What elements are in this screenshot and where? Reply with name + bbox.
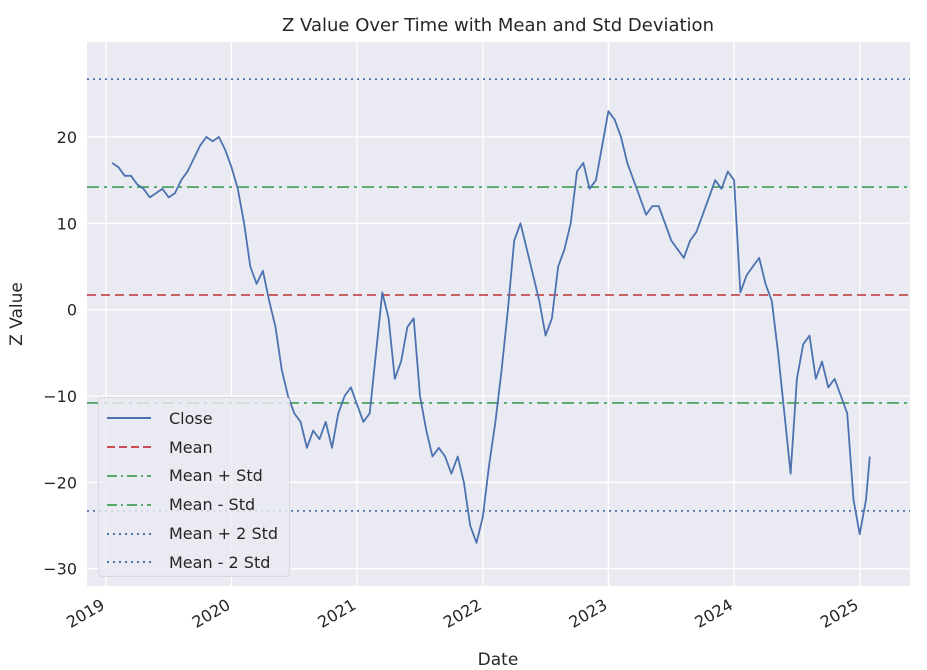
series-line-close: [111, 110, 871, 544]
legend-swatch-mean-plus-2-std: [107, 532, 151, 535]
x-tick-label: 2022: [440, 595, 485, 632]
legend-item-mean-plus-std: Mean + Std: [107, 462, 289, 491]
y-tick-label: 0: [67, 301, 77, 320]
legend-swatch-close: [107, 417, 151, 420]
legend-item-mean-minus-2-std: Mean - 2 Std: [107, 548, 289, 577]
legend-label-mean-minus-2-std: Mean - 2 Std: [169, 552, 271, 572]
legend-label-mean-plus-2-std: Mean + 2 Std: [169, 524, 279, 544]
y-tick-label: −30: [43, 560, 77, 579]
x-tick-label: 2025: [817, 595, 862, 632]
x-tick-label: 2021: [314, 595, 359, 632]
legend-label-close: Close: [169, 408, 213, 428]
legend-swatch-mean-minus-2-std: [107, 561, 151, 564]
y-tick-label: −20: [43, 473, 77, 492]
legend-item-mean: Mean: [107, 433, 289, 462]
chart-title: Z Value Over Time with Mean and Std Devi…: [282, 15, 714, 36]
x-tick-label: 2020: [189, 595, 234, 632]
y-tick-label: 10: [57, 214, 77, 233]
y-tick-label: 20: [57, 128, 77, 147]
legend-item-mean-plus-2-std: Mean + 2 Std: [107, 519, 289, 548]
y-tick-label: −10: [43, 387, 77, 406]
legend-label-mean-minus-std: Mean - Std: [169, 495, 256, 515]
y-axis-label: Z Value: [7, 282, 27, 346]
legend-swatch-mean: [107, 446, 151, 449]
legend-label-mean-plus-std: Mean + Std: [169, 466, 263, 486]
x-axis-label: Date: [478, 650, 519, 670]
legend-item-mean-minus-std: Mean - Std: [107, 490, 289, 519]
legend-label-mean: Mean: [169, 437, 213, 457]
legend-swatch-mean-plus-std: [107, 474, 151, 477]
x-tick-label: 2019: [63, 595, 108, 632]
x-tick-label: 2023: [566, 595, 611, 632]
legend-item-close: Close: [107, 404, 289, 433]
x-tick-label: 2024: [691, 595, 736, 632]
legend: Close Mean Mean + Std Mean - Std Mean + …: [98, 397, 290, 577]
legend-swatch-mean-minus-std: [107, 503, 151, 506]
